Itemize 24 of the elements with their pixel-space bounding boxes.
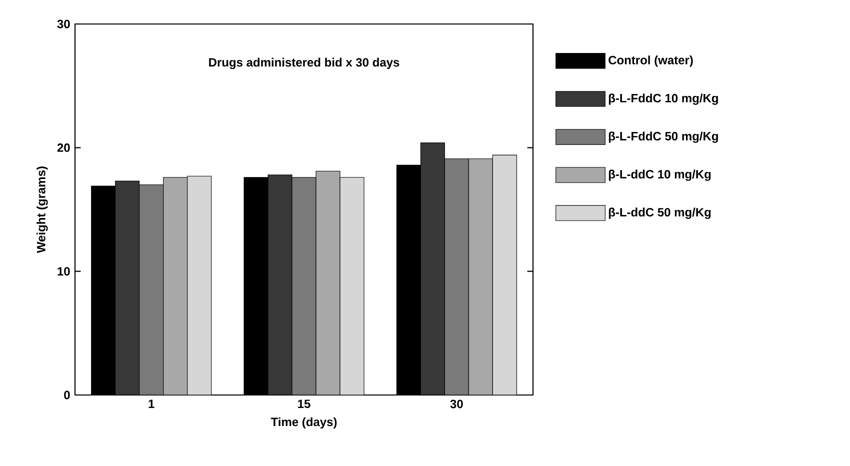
x-tick-label: 15: [298, 400, 310, 408]
x-tick-label: 1: [148, 400, 154, 408]
y-axis-title: Weight (grams): [36, 166, 48, 254]
bar: [115, 180, 140, 395]
bar: [139, 184, 164, 395]
legend-label: β-L-FddC 50 mg/Kg: [608, 132, 718, 143]
bar: [292, 177, 316, 395]
bar: [268, 174, 292, 395]
y-tick-label: 20: [57, 143, 70, 152]
y-tick-label: 30: [57, 20, 70, 28]
legend-label: β-L-ddC 50 mg/Kg: [608, 208, 711, 219]
bar: [468, 158, 493, 395]
legend-label: β-L-FddC 10 mg/Kg: [608, 94, 718, 105]
legend-label: β-L-ddC 10 mg/Kg: [608, 170, 711, 181]
y-tick-label: 10: [58, 267, 70, 276]
bar: [316, 170, 340, 395]
x-axis-title: Time (days): [270, 417, 337, 429]
bar: [163, 177, 188, 395]
bar: [444, 158, 469, 395]
bar: [420, 142, 445, 395]
y-tick-label: 0: [64, 390, 70, 400]
legend-label: Control (water): [608, 56, 693, 67]
text: Drugs administered bid x 30 days: [209, 58, 400, 70]
x-tick-label: 30: [450, 400, 463, 408]
